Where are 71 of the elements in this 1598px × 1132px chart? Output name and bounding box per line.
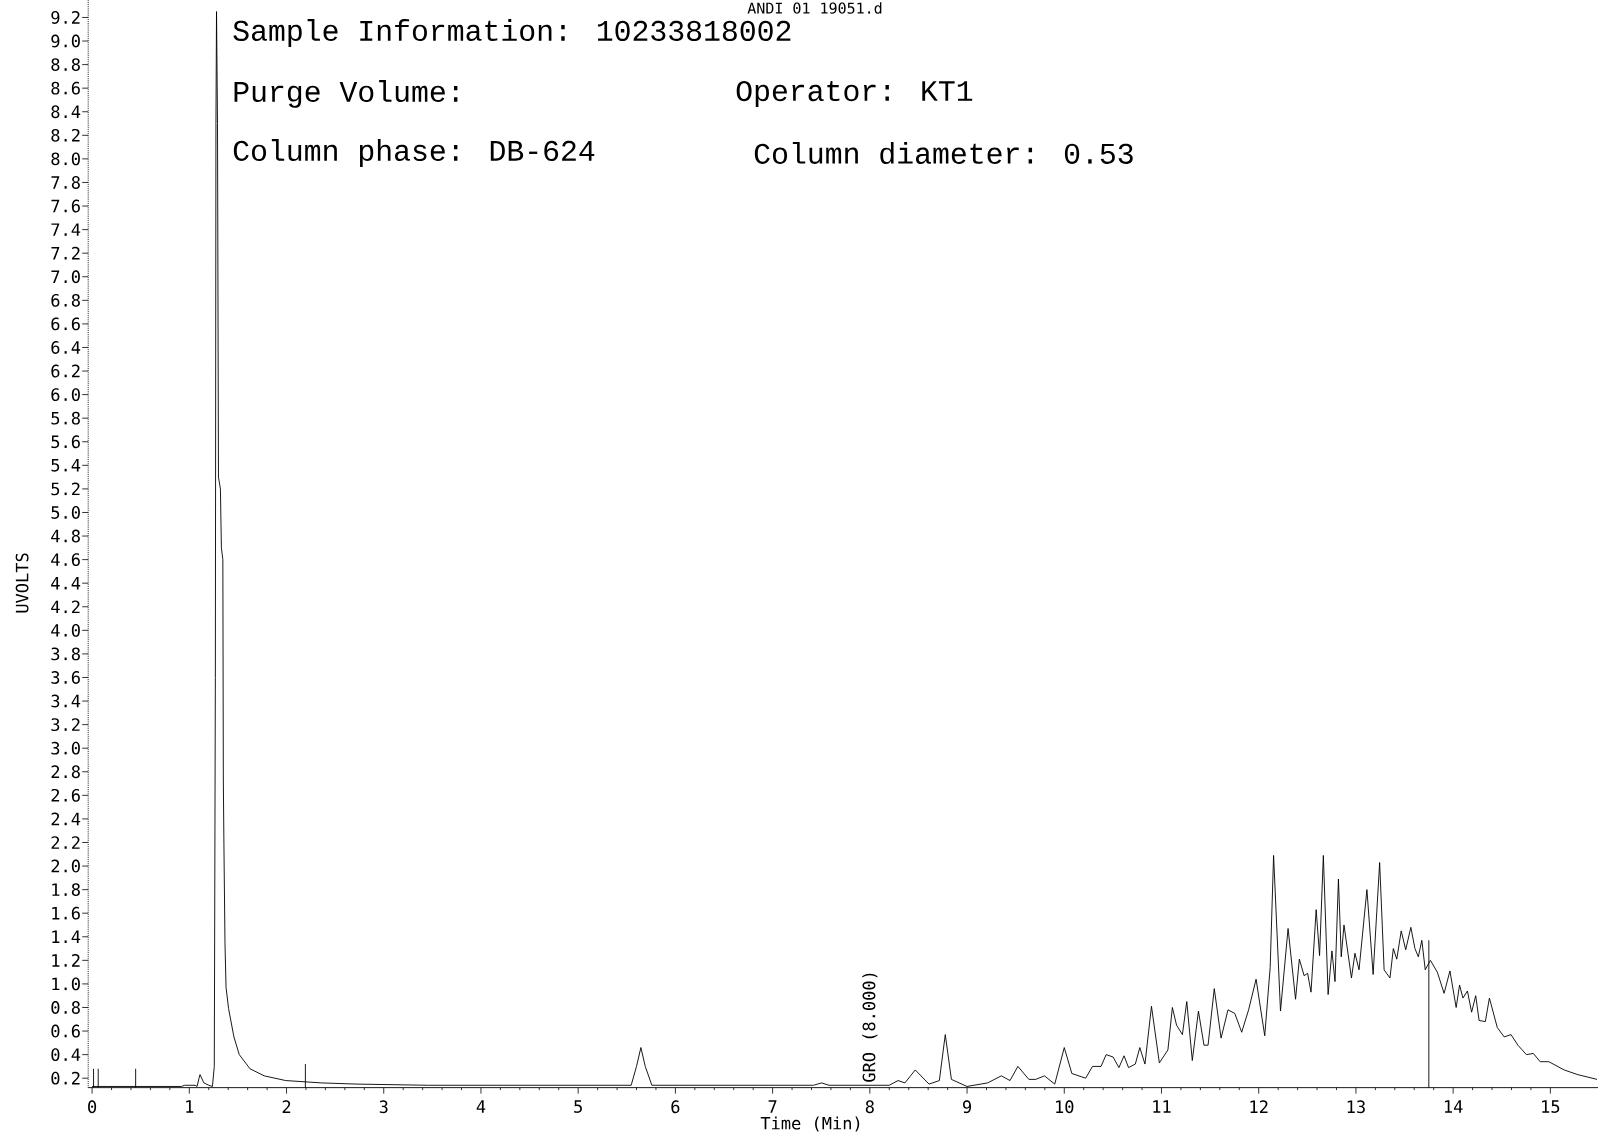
x-tick-label: 14 [1444,1100,1463,1113]
annotation: Purge Volume: [234,80,458,108]
annotation: Sample Information: 10233818002 [233,19,791,47]
x-tick-label: 4 [476,1100,486,1113]
y-tick-label: 2.2 [51,836,80,849]
y-tick-label: 7.0 [51,270,80,284]
y-tick-label: 1.6 [52,906,80,920]
x-tick-label: 15 [1542,1100,1560,1113]
x-tick-label: 5 [574,1100,582,1113]
y-tick-label: 2.6 [51,788,80,802]
y-tick-label: 4.6 [51,553,80,567]
y-tick-label: 2.8 [51,765,80,779]
y-tick-label: 8.8 [51,58,80,72]
y-tick-label: 8.4 [51,105,81,119]
annotation: Column phase: DB-624 [233,139,595,167]
y-tick-label: 6.4 [51,341,81,354]
x-tick-label: 10 [1056,1100,1074,1114]
x-tick-label: 0 [88,1100,97,1114]
y-tick-label: 0.8 [51,1001,80,1014]
x-tick-label: 12 [1250,1100,1268,1113]
x-tick-label: 3 [379,1100,388,1114]
y-tick-label: 3.0 [51,741,80,755]
y-tick-label: 1.0 [52,977,80,991]
annotation: GRO (8.000) [862,973,878,1082]
y-tick-label: 0.6 [51,1024,80,1038]
y-tick-label: 4.2 [51,600,80,614]
y-tick-label: 8.2 [51,128,80,142]
x-tick-label: 9 [962,1100,972,1114]
annotation: Column diameter: 0.53 [754,142,1133,164]
y-tick-label: 1.2 [52,954,80,967]
x-tick-label: 1 [186,1100,194,1113]
y-axis-title: UVOLTS [15,553,29,613]
x-tick-label: 2 [282,1100,291,1113]
y-tick-label: 4.0 [51,623,80,637]
y-tick-label: 7.8 [51,176,80,189]
y-tick-label: 6.0 [51,388,80,402]
y-tick-label: 8.6 [51,81,80,95]
y-tick-label: 7.4 [51,223,81,236]
annotation: Operator: KT1 [736,80,973,108]
y-tick-label: 3.8 [51,647,80,661]
y-tick-label: 0.4 [51,1048,81,1062]
y-tick-label: 5.6 [51,435,80,449]
x-tick-label: 7 [768,1100,777,1113]
y-tick-label: 1.4 [52,930,81,943]
x-tick-label: 8 [865,1100,874,1114]
y-tick-label: 5.8 [51,411,80,425]
x-tick-label: 13 [1347,1100,1365,1114]
y-tick-label: 5.0 [51,506,80,519]
chart-title: ANDI 01 19051.d [747,2,882,14]
y-tick-label: 7.6 [51,199,80,213]
y-tick-label: 5.4 [51,459,81,472]
y-tick-label: 2.0 [51,859,80,873]
y-tick-label: 6.8 [51,293,80,307]
x-tick-label: 6 [671,1100,680,1114]
y-tick-label: 6.2 [51,364,80,378]
y-tick-label: 0.2 [51,1071,80,1085]
y-tick-label: 7.2 [51,246,80,260]
y-tick-label: 4.4 [51,576,81,590]
y-tick-label: 4.8 [51,529,80,543]
x-tick-label: 11 [1153,1100,1171,1113]
y-tick-label: 9.0 [51,34,80,48]
y-tick-label: 3.6 [51,671,80,684]
y-tick-label: 2.4 [51,812,81,826]
y-tick-label: 1.8 [52,883,80,897]
y-tick-label: 3.2 [51,718,80,732]
y-tick-label: 8.0 [51,152,80,166]
y-tick-label: 9.2 [51,11,80,24]
y-tick-label: 3.4 [51,694,81,708]
y-tick-label: 6.6 [51,317,80,331]
y-tick-label: 5.2 [51,482,80,496]
x-axis-title: Time (Min) [760,1116,860,1132]
